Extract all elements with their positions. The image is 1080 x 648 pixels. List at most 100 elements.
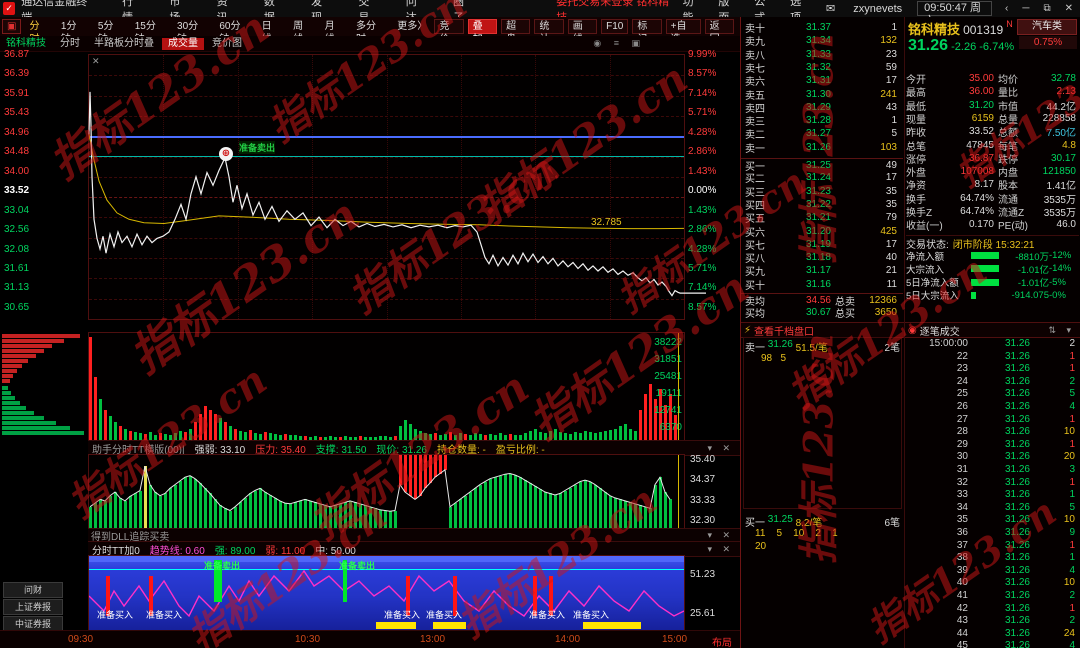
industry-button[interactable]: 汽车类 xyxy=(1017,19,1077,35)
tab-竞价图[interactable]: 竞价图 xyxy=(212,37,242,49)
bid-row[interactable]: 买十 31.16 11 xyxy=(741,278,903,292)
tick-row[interactable]: 31 31.26 3 xyxy=(906,464,1079,477)
header-icons[interactable]: ▾ ✕ xyxy=(707,442,734,453)
mail-icon[interactable]: ✉ xyxy=(826,3,836,15)
layout-label[interactable]: 布局 xyxy=(712,638,732,648)
tab-半路板分时叠[interactable]: 半路板分时叠 xyxy=(94,37,154,49)
button-统计[interactable]: 统计 xyxy=(534,19,564,45)
alert-balloon-icon[interactable]: ⊕ xyxy=(219,147,233,161)
period-更多〉[interactable]: 更多〉 xyxy=(397,21,428,32)
tick-row[interactable]: 36 31.26 9 xyxy=(906,527,1079,540)
ask-row[interactable]: 卖八 31.33 23 xyxy=(741,48,903,62)
tick-row[interactable]: 23 31.26 1 xyxy=(906,363,1079,376)
button-标记[interactable]: 标记 xyxy=(632,19,662,45)
signal-panel[interactable]: 准备买入 准备买入 准备买入 准备买入 准备买入 准备买入 准备卖出 准备卖出 xyxy=(88,555,685,632)
tick-row[interactable]: 33 31.26 1 xyxy=(906,489,1079,502)
tab-分时[interactable]: 分时 xyxy=(60,37,80,49)
button-画线[interactable]: 画线 xyxy=(567,19,598,45)
tab-成交量[interactable]: 成交量 xyxy=(162,37,204,50)
indicator1-header[interactable]: 助手分时TT横版(00)| 强弱: 33.10 压力: 35.40 支撑: 31.50… xyxy=(88,440,740,456)
toolbar-left-icon[interactable]: ▣ xyxy=(2,19,22,34)
button-+自选[interactable]: +自选 xyxy=(665,19,701,45)
period-30分钟[interactable]: 30分钟 xyxy=(177,21,199,45)
tick-row[interactable]: 35 31.26 10 xyxy=(906,514,1079,527)
tick-row[interactable]: 28 31.26 10 xyxy=(906,426,1079,439)
stock-title[interactable]: 铭科精技 001319 N xyxy=(908,19,1013,38)
tick-row[interactable]: 25 31.26 5 xyxy=(906,388,1079,401)
period-周线[interactable]: 周线 xyxy=(293,21,304,45)
bid-row[interactable]: 买四 31.22 35 xyxy=(741,198,903,212)
tick-row[interactable]: 38 31.26 1 xyxy=(906,552,1079,565)
ask-row[interactable]: 卖五 31.30 241 xyxy=(741,88,903,102)
tick-row[interactable]: 37 31.26 1 xyxy=(906,540,1079,553)
ask-row[interactable]: 卖三 31.28 1 xyxy=(741,114,903,128)
window-button[interactable]: ✕ xyxy=(1064,3,1073,14)
tick-row[interactable]: 22 31.26 1 xyxy=(906,351,1079,364)
bid-row[interactable]: 买六 31.20 425 xyxy=(741,225,903,239)
close-overlay-icon[interactable]: ✕ xyxy=(92,56,100,66)
bid-row[interactable]: 买五 31.21 79 xyxy=(741,211,903,225)
button-返回[interactable]: 返回 xyxy=(704,19,734,45)
tick-row[interactable]: 34 31.26 5 xyxy=(906,502,1079,515)
ask-row[interactable]: 卖二 31.27 5 xyxy=(741,127,903,141)
indicator1-pane[interactable] xyxy=(88,454,685,530)
percent-tick: 0.00% xyxy=(688,185,717,197)
button-竞价[interactable]: 竞价 xyxy=(434,19,464,45)
tick-row[interactable]: 26 31.26 4 xyxy=(906,401,1079,414)
header-icons[interactable]: ▾ ✕ xyxy=(707,543,734,554)
period-15分钟[interactable]: 15分钟 xyxy=(134,21,156,45)
tick-row[interactable]: 39 31.26 4 xyxy=(906,565,1079,578)
ask-row[interactable]: 卖七 31.32 59 xyxy=(741,61,903,75)
tick-row[interactable]: 15:00:00 31.26 2 xyxy=(906,338,1079,351)
bid-row[interactable]: 买三 31.23 35 xyxy=(741,185,903,199)
tick-row[interactable]: 30 31.26 20 xyxy=(906,451,1079,464)
period-分时[interactable]: 分时 xyxy=(29,21,40,45)
level-price: 31.32 xyxy=(805,61,831,73)
bid-row[interactable]: 买八 31.18 40 xyxy=(741,251,903,265)
bid-row[interactable]: 买二 31.24 17 xyxy=(741,171,903,185)
ask-row[interactable]: 卖一 31.26 103 xyxy=(741,141,903,155)
tick-row[interactable]: 32 31.26 1 xyxy=(906,477,1079,490)
window-button[interactable]: ‹ xyxy=(1005,3,1009,14)
sidebar-button-上证券报[interactable]: 上证券报 xyxy=(3,599,63,615)
tick-section-header[interactable]: ◉ 逐笔成交 ⇅ ▾ xyxy=(905,322,1080,338)
period-月线[interactable]: 月线 xyxy=(324,21,335,45)
period-1分钟[interactable]: 1分钟 xyxy=(60,21,77,45)
button-叠加[interactable]: 叠加 xyxy=(467,19,498,45)
intraday-chart[interactable]: ✕ ⊕ 准备卖出 32.785 xyxy=(88,54,706,320)
tick-row[interactable]: 29 31.26 1 xyxy=(906,439,1079,452)
window-button[interactable]: ─ xyxy=(1022,3,1030,14)
volume-pane[interactable]: 38222 31851 25481 19111 12741 6370 xyxy=(88,332,685,442)
bid-row[interactable]: 买七 31.19 17 xyxy=(741,238,903,252)
ask-row[interactable]: 卖六 31.31 17 xyxy=(741,74,903,88)
tick-row[interactable]: 27 31.26 1 xyxy=(906,414,1079,427)
button-超盘[interactable]: 超盘 xyxy=(501,19,531,45)
tick-row[interactable]: 24 31.26 2 xyxy=(906,376,1079,389)
ask-row[interactable]: 卖十 31.37 1 xyxy=(741,21,903,35)
ask-row[interactable]: 卖九 31.34 132 xyxy=(741,34,903,48)
button-F10[interactable]: F10 xyxy=(601,19,629,34)
period-5分钟[interactable]: 5分钟 xyxy=(97,21,114,45)
username[interactable]: zxynevets xyxy=(853,2,903,15)
bid-row[interactable]: 买一 31.25 49 xyxy=(741,158,903,173)
sidebar-button-问财[interactable]: 问财 xyxy=(3,582,63,598)
tick-row[interactable]: 42 31.26 1 xyxy=(906,603,1079,616)
indicator3-header[interactable]: 分时TT加0 趋势线: 0.60 强: 89.00 弱: 11.00 中: 50.00 ▾… xyxy=(88,541,740,557)
qd-section-header[interactable]: ⚡ 查看千档盘口 xyxy=(741,322,904,338)
tick-row[interactable]: 40 31.26 10 xyxy=(906,577,1079,590)
bid-row[interactable]: 买九 31.17 21 xyxy=(741,264,903,278)
window-mini-icons[interactable]: ◉ ≡ ▣ xyxy=(593,38,645,48)
tick-row[interactable]: 44 31.26 24 xyxy=(906,628,1079,641)
period-日线[interactable]: 日线 xyxy=(261,21,272,45)
period-多分时[interactable]: 多分时 xyxy=(356,21,377,45)
indicator2-icons[interactable]: ▾ ✕ xyxy=(707,530,734,540)
ask-row[interactable]: 卖四 31.29 43 xyxy=(741,101,903,115)
tick-row[interactable]: 41 31.26 2 xyxy=(906,590,1079,603)
tick-row[interactable]: 45 31.26 4 xyxy=(906,640,1079,648)
tab-铭科精技[interactable]: 铭科精技 xyxy=(6,37,46,49)
period-60分钟[interactable]: 60分钟 xyxy=(219,21,241,45)
tick-row[interactable]: 43 31.26 2 xyxy=(906,615,1079,628)
window-button[interactable]: ⧉ xyxy=(1043,3,1051,14)
profile-bar-red xyxy=(2,334,80,338)
tick-section-icons[interactable]: ⇅ ▾ xyxy=(1048,324,1075,335)
